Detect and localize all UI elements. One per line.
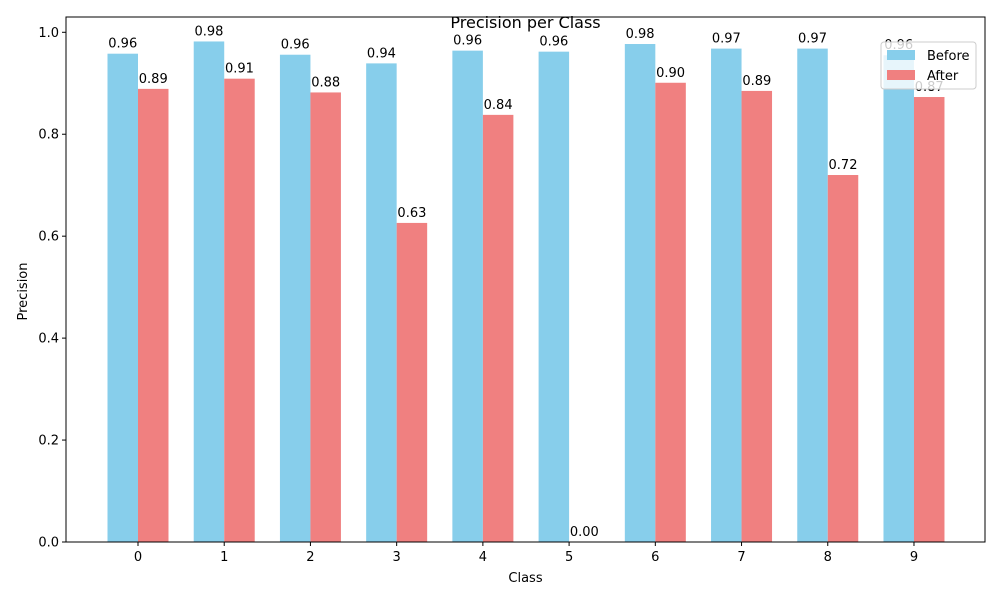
data-label-after-class-4: 0.84	[484, 98, 513, 113]
bar-after-class-2	[310, 92, 341, 542]
x-tick-label: 5	[565, 550, 573, 565]
bar-after-class-4	[482, 114, 514, 542]
bar-after-class-3	[396, 222, 428, 542]
legend-swatch-after	[887, 70, 915, 80]
y-tick-label: 0.6	[38, 230, 59, 245]
bar-before-class-0	[107, 53, 138, 542]
data-label-before-class-6: 0.98	[626, 27, 655, 42]
x-tick-label: 0	[134, 550, 142, 565]
data-label-after-class-8: 0.72	[829, 158, 858, 173]
x-tick-label: 4	[479, 550, 487, 565]
x-tick-label: 3	[393, 550, 401, 565]
y-axis-label: Precision	[16, 262, 31, 320]
data-label-after-class-2: 0.88	[311, 75, 340, 90]
bar-after-class-0	[138, 88, 169, 543]
legend: Before After	[880, 41, 977, 90]
data-label-after-class-6: 0.90	[656, 66, 685, 81]
y-tick-label: 0.4	[38, 332, 59, 347]
x-tick-label: 1	[220, 550, 228, 565]
bar-after-class-7	[741, 90, 773, 542]
bar-before-class-9	[883, 55, 914, 543]
bar-before-class-5	[538, 51, 570, 543]
bar-before-class-2	[279, 54, 311, 542]
data-label-after-class-0: 0.89	[139, 72, 168, 87]
x-tick-label: 9	[910, 550, 918, 565]
data-label-before-class-8: 0.97	[798, 32, 827, 47]
bar-before-class-3	[366, 63, 397, 543]
y-tick-label: 1.0	[38, 26, 59, 41]
bar-before-class-1	[193, 41, 225, 543]
bars-layer	[107, 41, 945, 543]
bar-after-class-9	[913, 97, 945, 543]
data-label-after-class-1: 0.91	[225, 62, 254, 77]
bar-after-class-6	[655, 82, 686, 542]
data-label-before-class-2: 0.96	[281, 38, 310, 53]
data-label-before-class-7: 0.97	[712, 32, 741, 47]
y-tick-label: 0.2	[38, 434, 59, 449]
data-label-before-class-4: 0.96	[453, 34, 482, 49]
axes-layer: 0 1 2 3 4 5 6 7 8 9 0.0 0.2 0.4 0.6 0.8 1.0	[38, 16, 986, 565]
y-tick-label: 0.0	[38, 536, 59, 551]
bar-before-class-4	[452, 50, 483, 542]
chart-title: Precision per Class	[450, 13, 600, 32]
data-label-before-class-0: 0.96	[108, 37, 137, 52]
bar-after-class-1	[224, 78, 255, 543]
x-tick-label: 7	[737, 550, 745, 565]
legend-swatch-before	[887, 50, 915, 60]
x-tick-label: 6	[651, 550, 659, 565]
plot-frame	[65, 16, 986, 543]
bar-before-class-8	[797, 48, 828, 543]
data-label-before-class-5: 0.96	[539, 35, 568, 50]
data-label-after-class-7: 0.89	[742, 74, 771, 89]
data-label-after-class-5: 0.00	[570, 525, 599, 540]
y-tick-label: 0.8	[38, 128, 59, 143]
legend-label-after: After	[927, 69, 959, 84]
bar-before-class-7	[711, 48, 742, 543]
x-tick-label: 8	[824, 550, 832, 565]
data-label-before-class-1: 0.98	[194, 24, 223, 39]
bar-after-class-8	[827, 175, 859, 542]
x-axis-label: Class	[508, 571, 542, 586]
x-tick-label: 2	[306, 550, 314, 565]
bar-before-class-6	[624, 44, 656, 543]
data-label-before-class-3: 0.94	[367, 46, 396, 61]
data-label-after-class-3: 0.63	[397, 206, 426, 221]
legend-label-before: Before	[927, 49, 970, 64]
